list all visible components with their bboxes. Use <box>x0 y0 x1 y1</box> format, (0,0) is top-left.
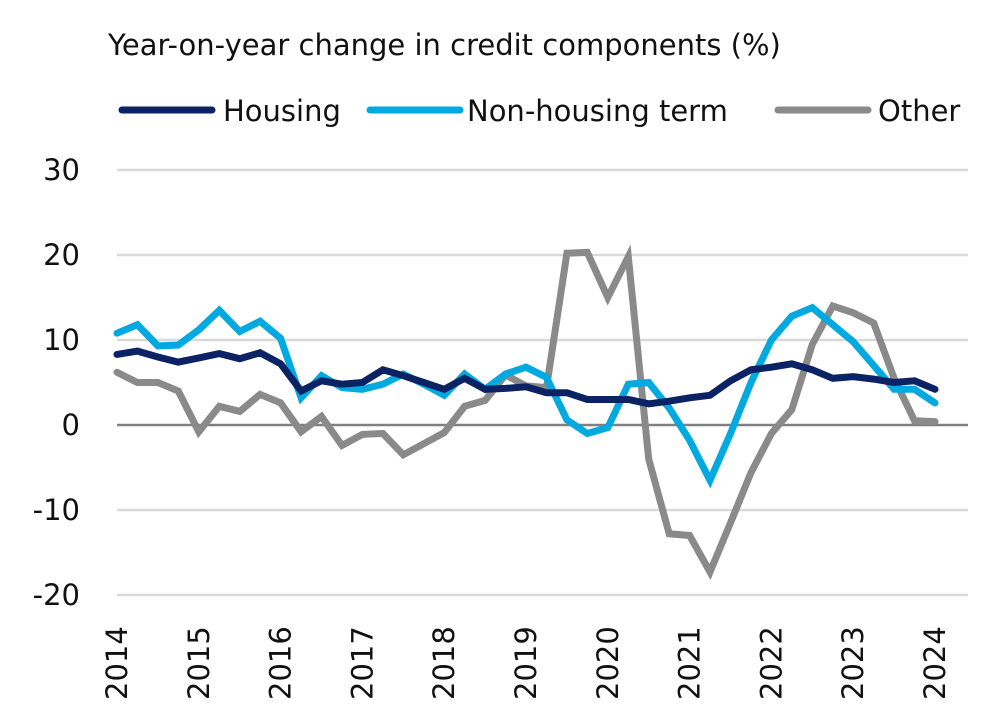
x-tick-label: 2019 <box>509 626 543 700</box>
legend: Housing Non-housing term Other <box>118 94 960 128</box>
x-tick-label: 2018 <box>427 626 461 700</box>
gridlines <box>117 168 968 597</box>
series-line-housing <box>113 347 939 408</box>
y-tick-label: 0 <box>62 408 80 442</box>
y-axis: 30 20 10 0 -10 -20 <box>33 153 80 612</box>
x-tick-label: 2017 <box>345 626 379 700</box>
series-line-other <box>113 244 939 580</box>
chart-title: Year-on-year change in credit components… <box>107 28 781 62</box>
x-tick-label: 2024 <box>918 626 952 700</box>
legend-label: Other <box>878 94 960 128</box>
series-lines <box>113 244 939 580</box>
x-tick-label: 2016 <box>264 626 298 700</box>
x-tick-label: 2023 <box>836 626 870 700</box>
x-tick-label: 2014 <box>100 626 134 700</box>
y-tick-label: -20 <box>33 578 80 612</box>
legend-label: Non-housing term <box>467 94 728 128</box>
x-tick-label: 2015 <box>182 626 216 700</box>
series-line-non-housing-term <box>113 303 939 489</box>
y-tick-label: -10 <box>33 493 80 527</box>
y-tick-label: 30 <box>43 153 80 187</box>
x-axis: 2014 2015 2016 2017 2018 2019 2020 2021 2022 2023… <box>100 626 952 700</box>
legend-label: Housing <box>223 94 341 128</box>
y-tick-label: 10 <box>43 323 80 357</box>
x-tick-label: 2022 <box>754 626 788 700</box>
x-tick-label: 2020 <box>591 626 625 700</box>
y-tick-label: 20 <box>43 238 80 272</box>
x-tick-label: 2021 <box>673 626 707 700</box>
